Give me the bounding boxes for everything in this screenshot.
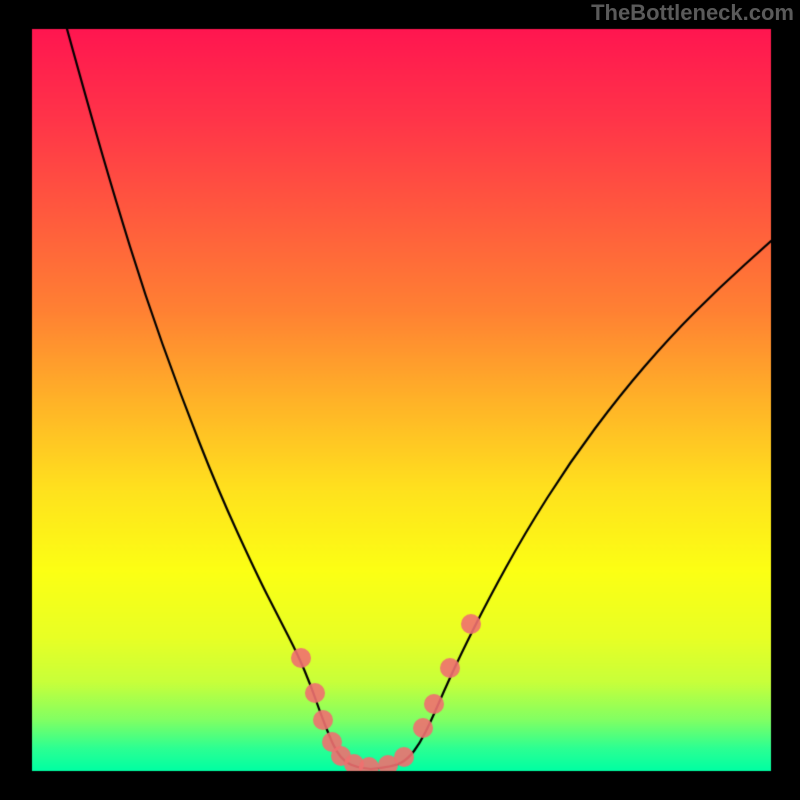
chart-canvas <box>0 0 800 800</box>
watermark-text: TheBottleneck.com <box>591 0 794 26</box>
bottleneck-chart: TheBottleneck.com <box>0 0 800 800</box>
